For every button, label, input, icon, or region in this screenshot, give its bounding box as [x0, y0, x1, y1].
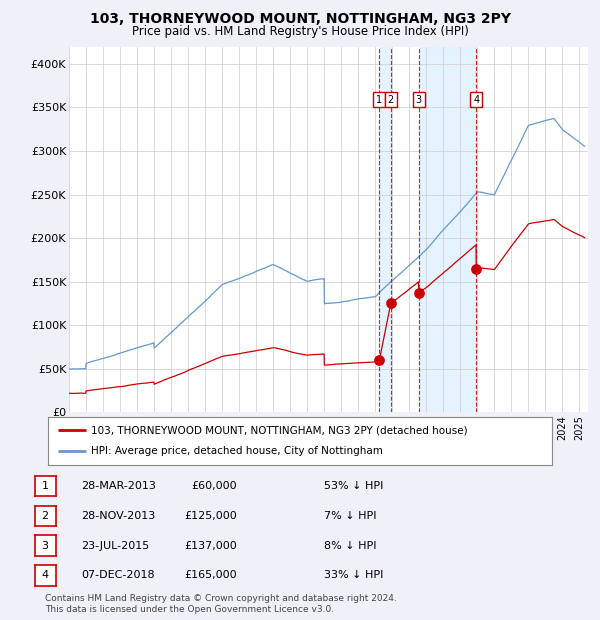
Text: 3: 3: [41, 541, 49, 551]
Text: 103, THORNEYWOOD MOUNT, NOTTINGHAM, NG3 2PY (detached house): 103, THORNEYWOOD MOUNT, NOTTINGHAM, NG3 …: [91, 425, 467, 435]
Text: £60,000: £60,000: [191, 481, 237, 491]
Text: 4: 4: [473, 94, 479, 105]
Text: 1: 1: [41, 481, 49, 491]
Text: 4: 4: [41, 570, 49, 580]
Point: [374, 355, 384, 365]
Bar: [419, 46, 476, 412]
Text: 23-JUL-2015: 23-JUL-2015: [81, 541, 149, 551]
Point: [414, 288, 424, 298]
Text: Price paid vs. HM Land Registry's House Price Index (HPI): Price paid vs. HM Land Registry's House …: [131, 25, 469, 38]
Text: HPI: Average price, detached house, City of Nottingham: HPI: Average price, detached house, City…: [91, 446, 383, 456]
Text: 2: 2: [388, 94, 394, 105]
Text: £125,000: £125,000: [184, 511, 237, 521]
Text: £137,000: £137,000: [184, 541, 237, 551]
Text: 8% ↓ HPI: 8% ↓ HPI: [324, 541, 377, 551]
Text: £165,000: £165,000: [184, 570, 237, 580]
Text: 3: 3: [416, 94, 422, 105]
Text: 53% ↓ HPI: 53% ↓ HPI: [324, 481, 383, 491]
Text: 28-NOV-2013: 28-NOV-2013: [81, 511, 155, 521]
Text: 07-DEC-2018: 07-DEC-2018: [81, 570, 155, 580]
Text: 103, THORNEYWOOD MOUNT, NOTTINGHAM, NG3 2PY: 103, THORNEYWOOD MOUNT, NOTTINGHAM, NG3 …: [89, 12, 511, 27]
Text: Contains HM Land Registry data © Crown copyright and database right 2024.
This d: Contains HM Land Registry data © Crown c…: [45, 595, 397, 614]
Text: 7% ↓ HPI: 7% ↓ HPI: [324, 511, 377, 521]
Point: [472, 264, 481, 273]
Text: 1: 1: [376, 94, 382, 105]
Text: 33% ↓ HPI: 33% ↓ HPI: [324, 570, 383, 580]
Text: 28-MAR-2013: 28-MAR-2013: [81, 481, 156, 491]
Text: 2: 2: [41, 511, 49, 521]
Point: [386, 298, 395, 308]
Bar: [379, 46, 391, 412]
